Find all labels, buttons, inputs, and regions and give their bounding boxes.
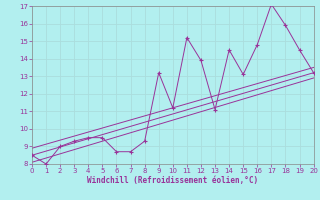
X-axis label: Windchill (Refroidissement éolien,°C): Windchill (Refroidissement éolien,°C) [87, 176, 258, 185]
